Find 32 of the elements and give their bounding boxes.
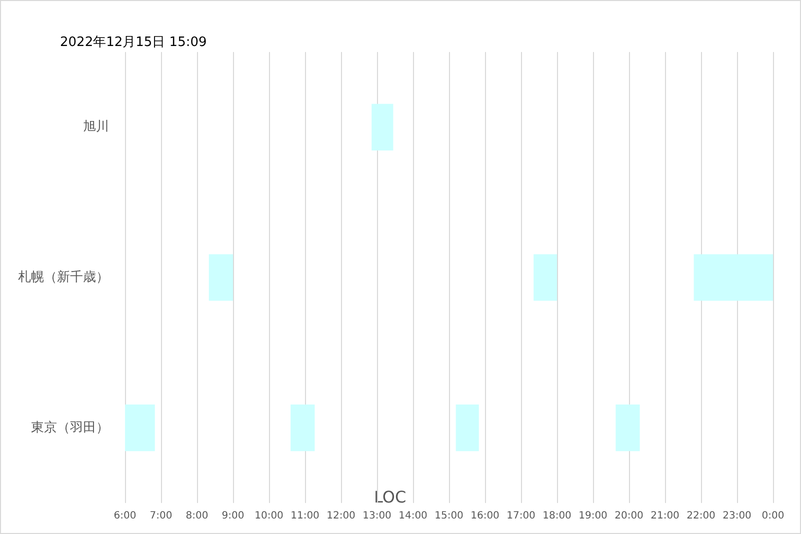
y-tick-label: 旭川 [83, 120, 109, 135]
bar [372, 104, 394, 150]
bar [616, 404, 640, 452]
x-tick-label: 17:00 [506, 510, 536, 522]
x-tick-label: 13:00 [362, 510, 392, 522]
x-axis-title: LOC [374, 488, 406, 506]
bar [534, 254, 557, 301]
x-tick-label: 20:00 [614, 510, 644, 522]
x-tick-label: 21:00 [650, 510, 680, 522]
x-tick-label: 18:00 [542, 510, 572, 522]
x-tick-label: 19:00 [578, 510, 608, 522]
x-tick-label: 15:00 [434, 510, 464, 522]
x-tick-label: 23:00 [722, 510, 752, 522]
bar [125, 404, 155, 452]
x-tick-label: 12:00 [326, 510, 356, 522]
x-tick-label: 16:00 [470, 510, 500, 522]
bar [208, 254, 233, 301]
y-tick-label: 東京（羽田） [31, 420, 109, 436]
x-tick-label: 6:00 [114, 510, 136, 522]
x-tick-label: 11:00 [290, 510, 320, 522]
bar [456, 404, 479, 452]
x-tick-label: 8:00 [186, 510, 208, 522]
x-tick-label: 10:00 [254, 510, 284, 522]
bar [694, 254, 773, 301]
y-tick-label: 札幌（新千歳） [18, 270, 109, 285]
chart-title: 2022年12月15日 15:09 [60, 35, 207, 50]
x-tick-label: 0:00 [762, 510, 784, 522]
x-tick-label: 14:00 [398, 510, 428, 522]
bar [290, 404, 315, 452]
x-tick-label: 22:00 [686, 510, 716, 522]
x-tick-label: 7:00 [150, 510, 172, 522]
x-tick-label: 9:00 [222, 510, 244, 522]
